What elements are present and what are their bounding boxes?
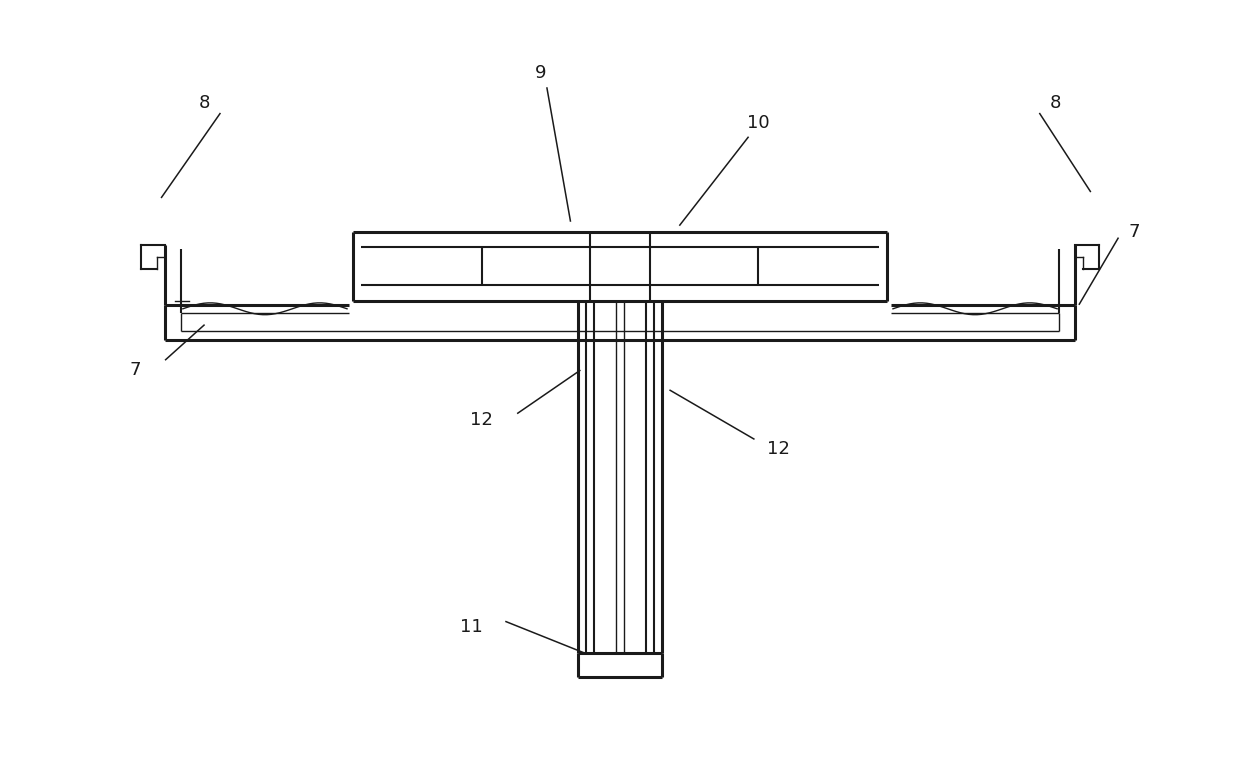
Text: 11: 11 [460,618,484,636]
Text: 9: 9 [536,65,547,82]
Text: 12: 12 [766,440,790,458]
Text: 7: 7 [130,361,141,379]
Text: 12: 12 [470,410,494,429]
Text: 8: 8 [1049,94,1061,112]
Text: 8: 8 [198,94,211,112]
Text: 7: 7 [1128,223,1140,241]
Text: 10: 10 [748,114,770,131]
